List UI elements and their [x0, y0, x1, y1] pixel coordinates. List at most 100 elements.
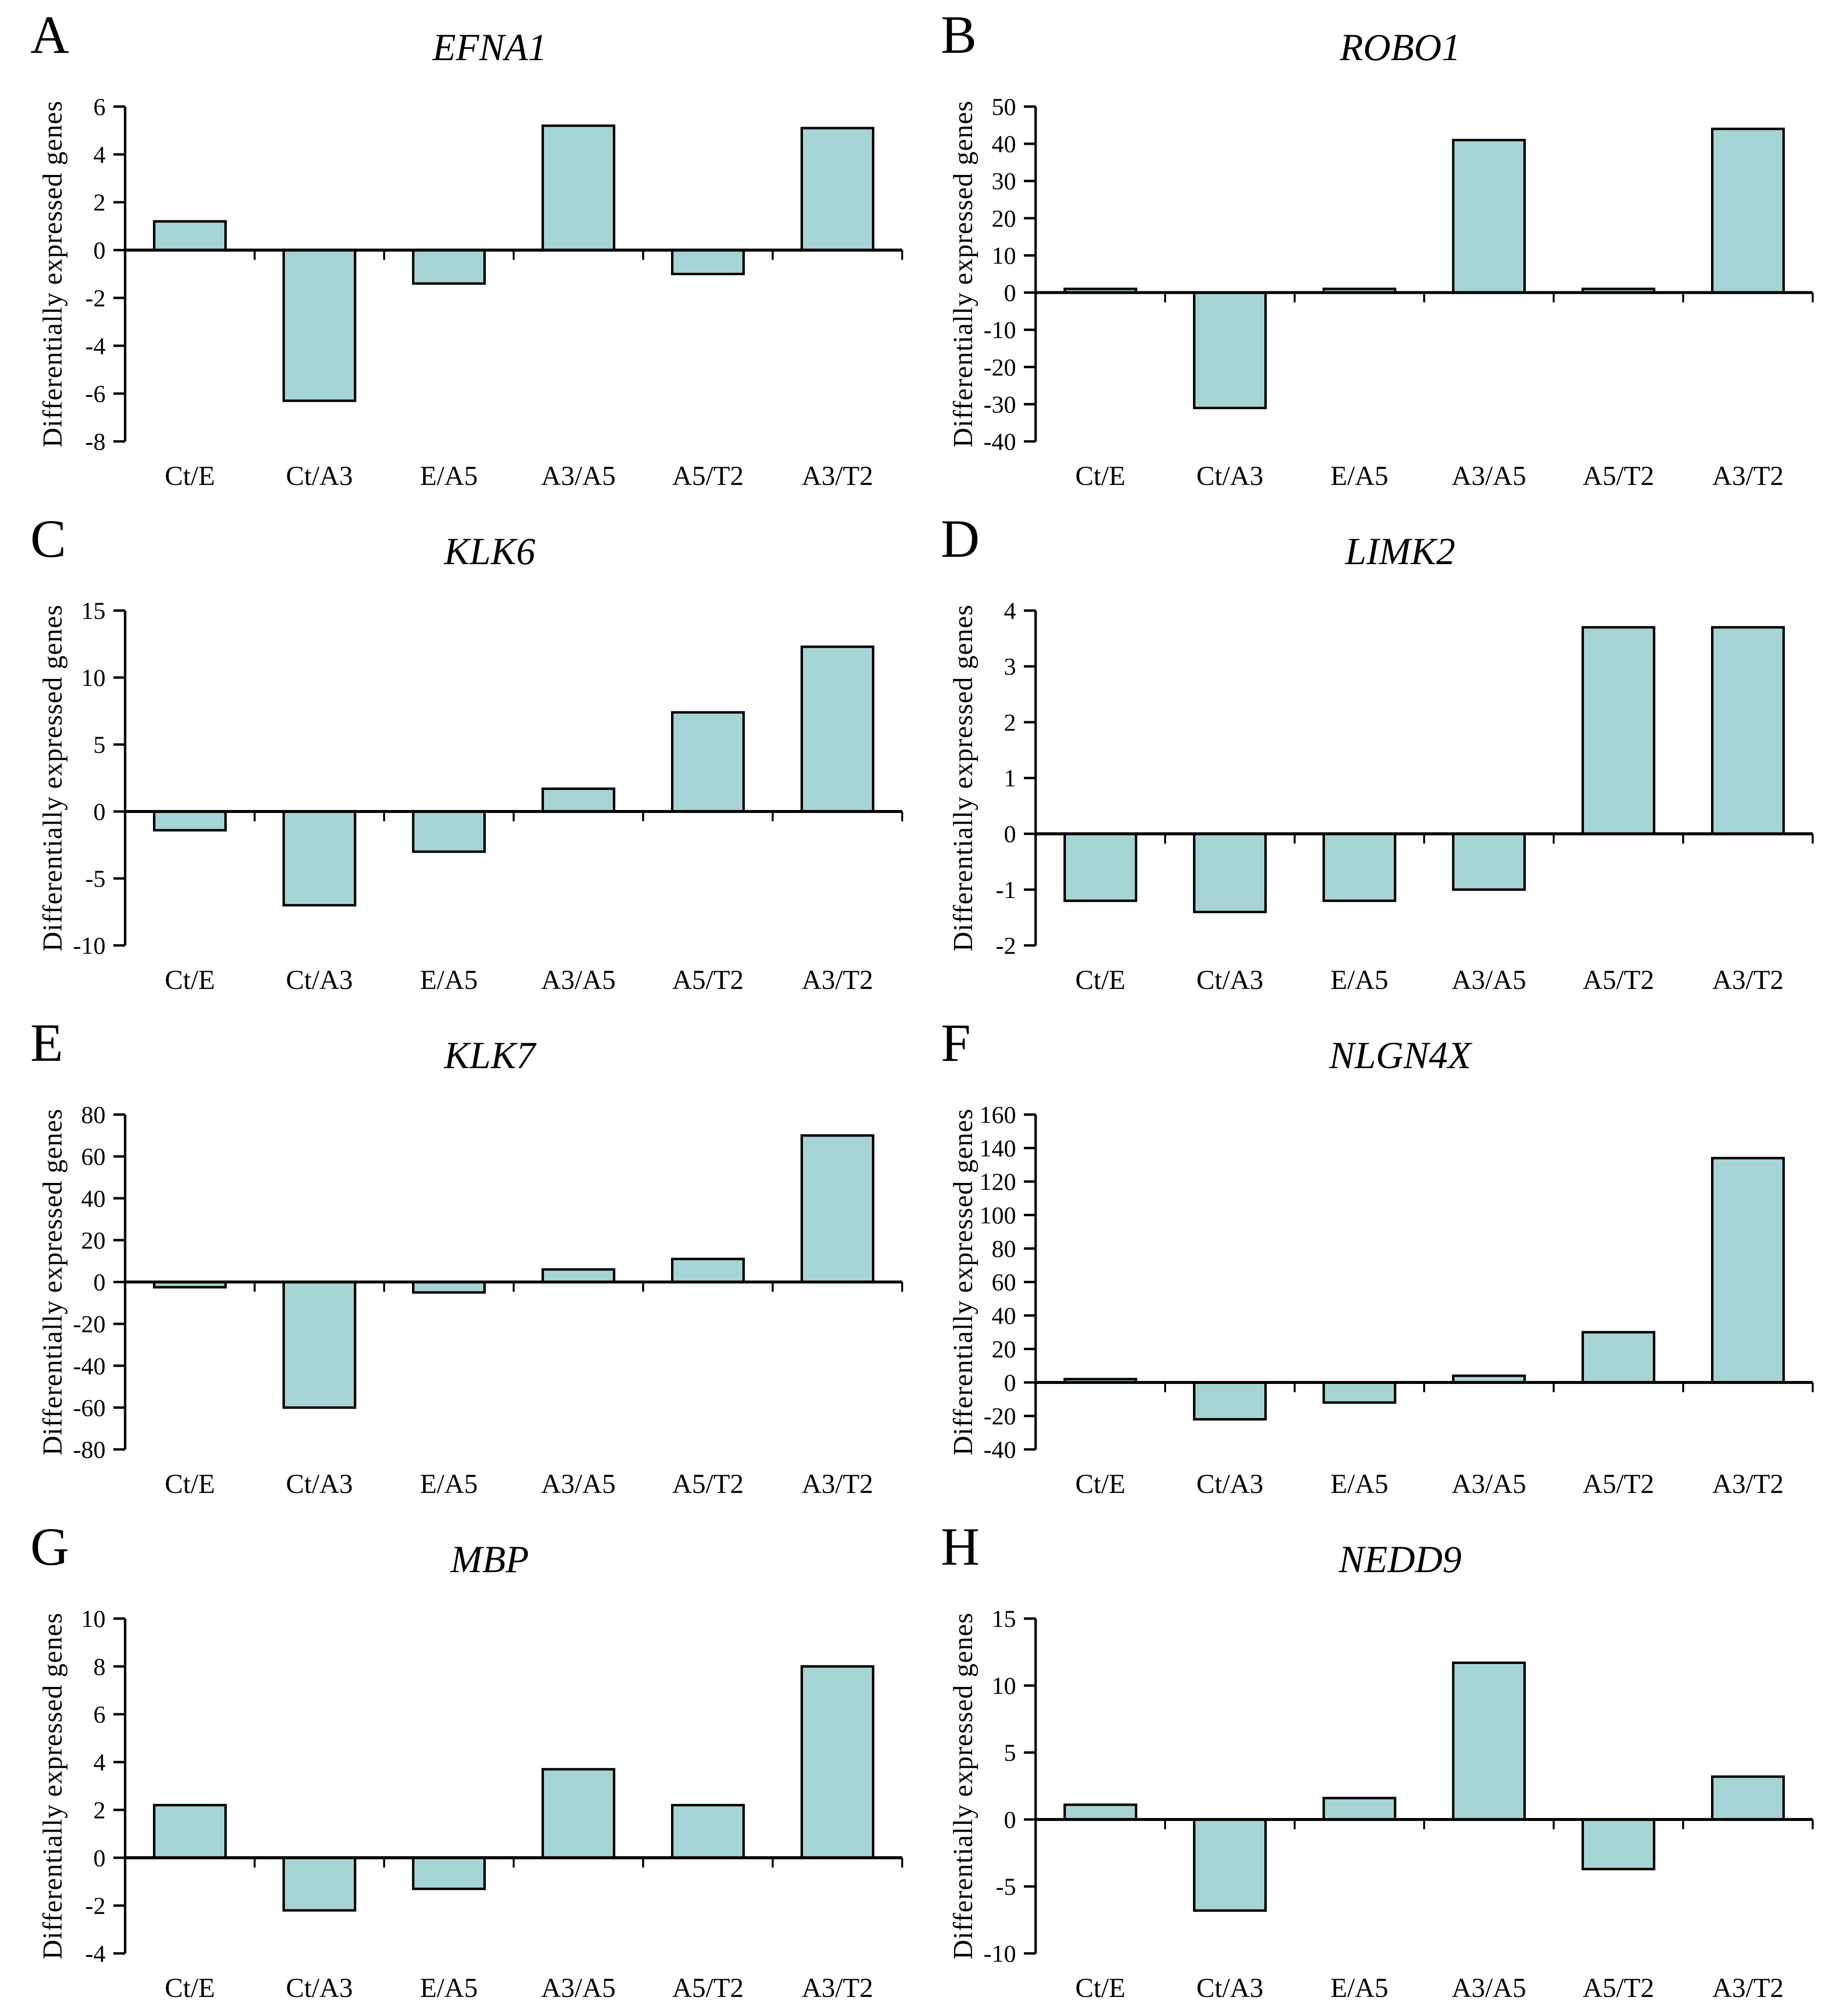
y-tick-label: -80	[73, 1436, 106, 1463]
x-category-label: A5/T2	[672, 1469, 743, 1499]
bar-E/A5	[1322, 1381, 1396, 1404]
x-category-label: A3/T2	[802, 965, 873, 995]
y-axis-label: Differentially expressed genes	[948, 1612, 978, 1959]
y-tick-label: 160	[979, 1101, 1016, 1128]
x-category-label: Ct/A3	[286, 461, 353, 491]
x-category-label: E/A5	[420, 461, 477, 491]
chart-title: KLK7	[444, 1034, 536, 1076]
x-category-label: Ct/E	[1075, 1469, 1126, 1499]
y-tick-label: -30	[983, 391, 1016, 418]
y-axis-label: Differentially expressed genes	[38, 604, 68, 951]
y-tick-label: -20	[73, 1310, 106, 1337]
bar-A5/T2	[1582, 626, 1655, 835]
y-tick-label: 4	[93, 1749, 106, 1776]
chart-title: LIMK2	[1345, 530, 1455, 572]
y-tick-label: 40	[992, 130, 1016, 157]
y-tick-label: -5	[996, 1873, 1016, 1900]
bar-E/A5	[1322, 833, 1396, 902]
x-category-label: E/A5	[1330, 461, 1388, 491]
y-tick-label: -2	[85, 284, 106, 311]
bar-A3/T2	[801, 1665, 874, 1859]
x-category-label: A3/T2	[1712, 1973, 1783, 2003]
bar-Ct/E	[1063, 833, 1137, 902]
panel-d: D LIMK2 4 3 2 1 0 -1 -2 Ct/E Ct/A3 E/A5 A3/A5 A5/T2…	[910, 504, 1821, 1008]
bar-A3/T2	[801, 1134, 874, 1283]
y-tick-label: 10	[81, 664, 106, 691]
y-tick-label: 40	[81, 1184, 106, 1212]
y-tick-label: 140	[979, 1135, 1016, 1162]
y-axis-label: Differentially expressed genes	[38, 100, 68, 447]
x-category-label: Ct/A3	[1196, 1469, 1263, 1499]
bar-A5/T2	[671, 1804, 745, 1859]
x-category-label: A3/T2	[1712, 461, 1783, 491]
y-axis-label: Differentially expressed genes	[948, 1108, 978, 1455]
panel-c: C KLK6 15 10 5 0 -5 -10 Ct/E Ct/A3 E/A5 A3/A5 A5/T…	[0, 504, 910, 1008]
chart-title: MBP	[450, 1538, 529, 1580]
bar-Ct/A3	[1193, 833, 1267, 914]
x-category-label: Ct/E	[1075, 1973, 1126, 2003]
bar-chart: 15 10 5 0 -5 -10 Ct/E Ct/A3 E/A5 A3/A5 A5/T2 A3/T2 D…	[38, 597, 903, 995]
chart-title: NLGN4X	[1329, 1034, 1472, 1076]
y-tick-label: -10	[983, 1940, 1016, 1967]
bar-A3/T2	[801, 645, 874, 813]
x-category-label: A3/T2	[802, 1973, 873, 2003]
x-category-label: E/A5	[420, 1973, 477, 2003]
y-tick-label: 2	[93, 189, 106, 216]
bar-A5/T2	[671, 1257, 745, 1283]
y-tick-label: -20	[983, 1402, 1016, 1430]
x-category-label: E/A5	[420, 1469, 477, 1499]
bar-E/A5	[412, 1281, 486, 1294]
x-category-label: Ct/A3	[1196, 1973, 1263, 2003]
bar-chart: 80 60 40 20 0 -20 -40 -60 -80 Ct/E Ct/A3 E/A5 A3/A5 A…	[38, 1101, 903, 1499]
y-tick-label: 20	[992, 1336, 1016, 1363]
y-tick-label: -40	[983, 428, 1016, 455]
bar-A3/T2	[1711, 128, 1785, 294]
bar-A3/A5	[542, 1768, 615, 1859]
panel-letter: C	[30, 509, 66, 569]
panel-letter: G	[30, 1517, 69, 1577]
bar-E/A5	[412, 249, 486, 285]
panel-letter: D	[941, 509, 980, 569]
x-category-label: Ct/E	[1075, 965, 1126, 995]
x-category-label: E/A5	[420, 965, 477, 995]
y-tick-label: -10	[983, 316, 1016, 344]
y-tick-label: -4	[85, 1940, 106, 1967]
bar-E/A5	[1322, 1797, 1396, 1821]
y-tick-label: 1	[1004, 765, 1016, 792]
y-tick-label: 8	[93, 1653, 106, 1680]
y-tick-label: 0	[1004, 1369, 1016, 1396]
y-tick-label: -1	[996, 876, 1016, 903]
panel-letter: B	[941, 5, 977, 65]
x-category-label: A3/A5	[1452, 1973, 1526, 2003]
y-tick-label: 0	[93, 1269, 106, 1296]
y-tick-label: -10	[73, 932, 106, 959]
y-axis-label: Differentially expressed genes	[948, 100, 978, 447]
x-category-label: E/A5	[1330, 1973, 1388, 2003]
y-tick-label: 20	[81, 1227, 106, 1254]
bar-Ct/E	[153, 220, 227, 252]
x-category-label: Ct/A3	[1196, 461, 1263, 491]
panel-letter: A	[30, 5, 69, 65]
y-tick-label: 0	[93, 237, 106, 264]
y-tick-label: 0	[1004, 279, 1016, 307]
x-category-label: A3/A5	[1452, 461, 1526, 491]
x-category-label: A3/A5	[541, 1469, 615, 1499]
y-axis-label: Differentially expressed genes	[38, 1108, 68, 1455]
y-tick-label: 100	[979, 1202, 1016, 1229]
x-category-label: A5/T2	[672, 1973, 743, 2003]
y-tick-label: 4	[1004, 597, 1016, 624]
panel-letter: E	[30, 1013, 64, 1073]
y-tick-label: 80	[992, 1235, 1016, 1262]
y-tick-label: 50	[992, 93, 1016, 120]
y-tick-label: 0	[93, 798, 106, 825]
chart-title: EFNA1	[433, 26, 547, 68]
bar-A5/T2	[671, 711, 745, 813]
bar-Ct/A3	[1193, 1818, 1267, 1912]
y-tick-label: -40	[73, 1352, 106, 1380]
bar-Ct/A3	[1193, 1381, 1267, 1421]
bar-A3/A5	[1452, 139, 1526, 294]
bar-A3/T2	[801, 127, 874, 252]
bar-chart: 50 40 30 20 10 0 -10 -20 -30 -40 Ct/E Ct/A3 E/A5 A3/A…	[948, 93, 1814, 491]
bar-E/A5	[412, 810, 486, 853]
y-tick-label: 0	[1004, 820, 1016, 848]
